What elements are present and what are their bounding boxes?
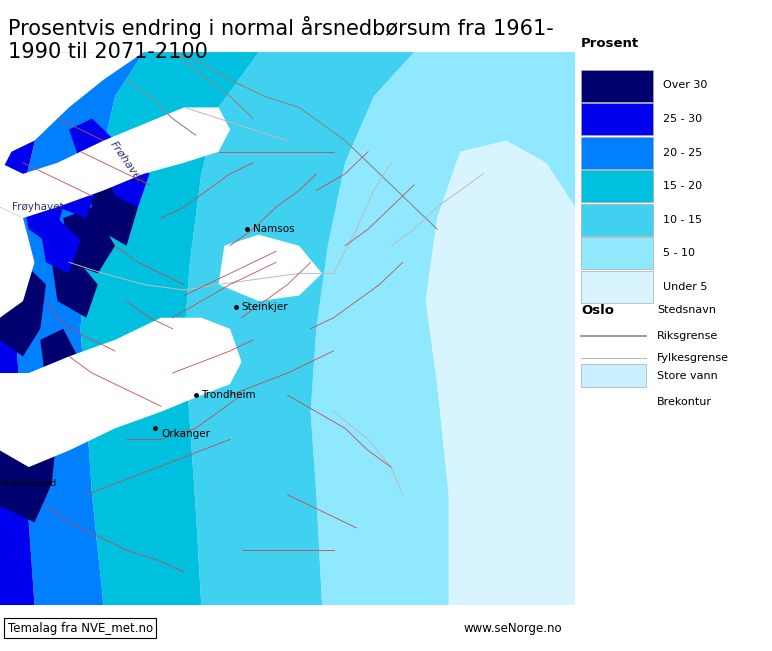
Text: Frøhavet: Frøhavet <box>108 139 145 186</box>
Bar <box>581 137 653 169</box>
Text: Kristiansund: Kristiansund <box>0 479 56 488</box>
Text: Prosent: Prosent <box>581 37 639 50</box>
Bar <box>581 365 645 387</box>
Polygon shape <box>184 52 414 605</box>
Polygon shape <box>86 174 138 246</box>
Polygon shape <box>63 207 115 273</box>
Polygon shape <box>40 218 80 273</box>
Bar <box>581 171 653 202</box>
Text: Fylkesgrense: Fylkesgrense <box>657 353 729 363</box>
Polygon shape <box>17 52 144 605</box>
Polygon shape <box>23 406 58 473</box>
Polygon shape <box>0 207 35 318</box>
Text: 15 - 20: 15 - 20 <box>662 181 702 191</box>
Text: Stedsnavn: Stedsnavn <box>657 305 716 315</box>
Text: Oslo: Oslo <box>581 304 615 317</box>
Polygon shape <box>218 235 322 301</box>
Text: Over 30: Over 30 <box>662 81 707 90</box>
Polygon shape <box>0 318 242 467</box>
Polygon shape <box>23 185 63 246</box>
Text: Store vann: Store vann <box>657 370 718 381</box>
Text: Temalag fra NVE_met.no: Temalag fra NVE_met.no <box>8 622 153 635</box>
Text: 1990 til 2071-2100: 1990 til 2071-2100 <box>8 42 208 62</box>
Bar <box>581 104 653 135</box>
Text: Orkanger: Orkanger <box>161 429 210 439</box>
Polygon shape <box>0 373 58 522</box>
Polygon shape <box>0 52 144 174</box>
Polygon shape <box>40 329 80 395</box>
Polygon shape <box>0 262 46 357</box>
Bar <box>581 204 653 236</box>
Polygon shape <box>69 118 115 174</box>
Text: Trondheim: Trondheim <box>201 390 256 400</box>
Bar <box>581 70 653 102</box>
Text: 5 - 10: 5 - 10 <box>662 248 695 258</box>
Text: Prosentvis endring i normal årsnedbørsum fra 1961-: Prosentvis endring i normal årsnedbørsum… <box>8 16 554 39</box>
Polygon shape <box>52 257 98 318</box>
Text: Namsos: Namsos <box>253 224 295 234</box>
Text: Steinkjer: Steinkjer <box>242 301 288 312</box>
Polygon shape <box>425 141 575 605</box>
Text: Frøyhavet: Frøyhavet <box>12 202 63 212</box>
Polygon shape <box>52 163 98 218</box>
Polygon shape <box>80 52 259 605</box>
Text: 25 - 30: 25 - 30 <box>662 114 702 124</box>
Text: www.seNorge.no: www.seNorge.no <box>463 622 562 635</box>
Text: Under 5: Under 5 <box>662 282 707 292</box>
Text: 20 - 25: 20 - 25 <box>662 148 702 158</box>
Polygon shape <box>0 107 230 218</box>
Polygon shape <box>103 152 150 207</box>
Bar <box>581 271 653 303</box>
Polygon shape <box>0 52 69 605</box>
Text: Riksgrense: Riksgrense <box>657 331 718 341</box>
Polygon shape <box>310 52 575 605</box>
Bar <box>581 238 653 270</box>
Text: Brekontur: Brekontur <box>657 396 712 406</box>
Text: 10 - 15: 10 - 15 <box>662 215 702 225</box>
